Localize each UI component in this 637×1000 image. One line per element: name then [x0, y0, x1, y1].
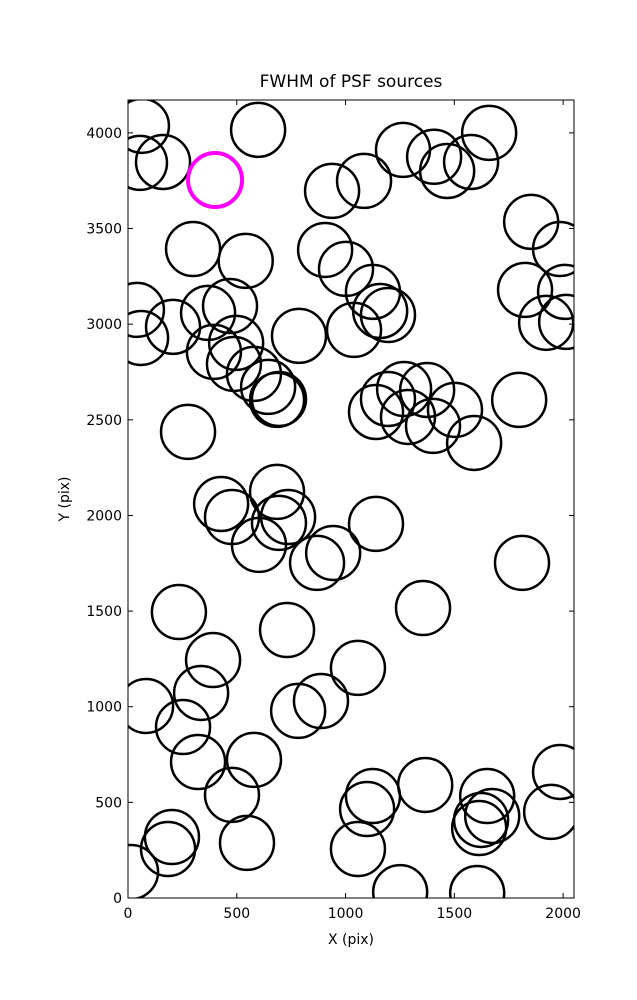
plot-area: [128, 100, 574, 898]
source-circle: [154, 698, 212, 756]
source-circle: [329, 820, 387, 878]
y-tick-label: 4000: [86, 126, 122, 142]
source-circle: [304, 524, 362, 582]
source-circle: [292, 672, 350, 730]
source-circle: [375, 360, 433, 418]
source-circle: [225, 731, 283, 789]
source-circle: [347, 495, 405, 553]
source-circle: [418, 142, 476, 200]
source-circle: [445, 414, 503, 472]
x-tick-label: 0: [124, 906, 133, 922]
source-circle: [218, 814, 276, 872]
y-tick-label: 3500: [86, 222, 122, 238]
y-tick-label: 1500: [86, 604, 122, 620]
source-circle: [150, 583, 208, 641]
y-tick-label: 1000: [86, 700, 122, 716]
source-circle: [269, 682, 327, 740]
x-tick-label: 1500: [437, 906, 473, 922]
source-circle: [258, 601, 316, 659]
source-circle: [296, 221, 354, 279]
source-circle: [144, 298, 202, 356]
source-circle: [448, 864, 506, 898]
source-circle: [185, 323, 243, 381]
source-circle: [172, 664, 230, 722]
source-circle: [192, 475, 250, 533]
source-circle: [288, 534, 346, 592]
source-circle: [458, 767, 516, 825]
source-circle: [164, 220, 222, 278]
source-circle: [371, 863, 429, 898]
source-circle: [239, 358, 297, 416]
x-axis-label: X (pix): [328, 932, 374, 948]
y-tick-label: 500: [95, 795, 122, 811]
source-circle: [250, 494, 308, 552]
source-circle: [517, 294, 574, 352]
source-circle: [537, 293, 574, 351]
x-tick-label: 1000: [328, 906, 364, 922]
source-circle: [229, 101, 287, 159]
source-circle: [463, 787, 521, 845]
source-circle: [128, 677, 175, 735]
source-circle: [207, 314, 265, 372]
source-circle: [405, 128, 463, 186]
chart-title: FWHM of PSF sources: [260, 72, 443, 92]
y-tick-label: 2500: [86, 413, 122, 429]
source-circle: [270, 307, 328, 365]
y-tick-label: 0: [113, 891, 122, 907]
source-circle: [217, 232, 274, 290]
source-circle: [134, 133, 192, 191]
source-circle: [426, 381, 484, 439]
source-circle: [169, 733, 227, 791]
source-circle: [186, 150, 245, 209]
source-circle: [325, 301, 383, 359]
source-circle: [404, 397, 462, 455]
source-circle: [329, 639, 387, 697]
source-circle: [128, 843, 160, 898]
source-circle: [248, 463, 306, 521]
source-circle: [128, 134, 169, 192]
source-circle: [128, 281, 166, 339]
source-circle: [128, 100, 171, 155]
source-circle: [394, 579, 452, 637]
source-circle: [248, 371, 306, 429]
y-tick-label: 2000: [86, 508, 122, 524]
source-circle: [359, 370, 417, 428]
source-circle: [450, 799, 508, 857]
source-circle: [379, 388, 437, 446]
y-axis-label: Y (pix): [57, 477, 73, 523]
source-circle: [493, 534, 551, 592]
source-circle: [359, 286, 417, 344]
source-circle: [531, 220, 574, 278]
source-circle: [303, 162, 361, 220]
source-circle: [159, 403, 217, 461]
source-circle: [230, 516, 288, 574]
source-circle: [496, 261, 554, 319]
source-circle: [536, 263, 574, 321]
y-tick-label: 3000: [86, 317, 122, 333]
source-circle: [128, 309, 170, 367]
source-circle: [531, 743, 574, 801]
source-circle: [201, 277, 259, 335]
source-circle: [335, 152, 393, 210]
source-circle: [184, 631, 242, 689]
source-circle: [347, 383, 405, 441]
source-circle: [396, 756, 454, 814]
source-circle: [338, 780, 396, 838]
source-circle: [522, 783, 574, 841]
x-tick-label: 500: [223, 906, 250, 922]
x-tick-label: 2000: [545, 906, 581, 922]
source-circle: [139, 820, 197, 878]
source-circle: [460, 104, 518, 162]
axes-frame: [127, 99, 575, 899]
source-circle: [490, 371, 548, 429]
source-circle: [442, 133, 500, 191]
